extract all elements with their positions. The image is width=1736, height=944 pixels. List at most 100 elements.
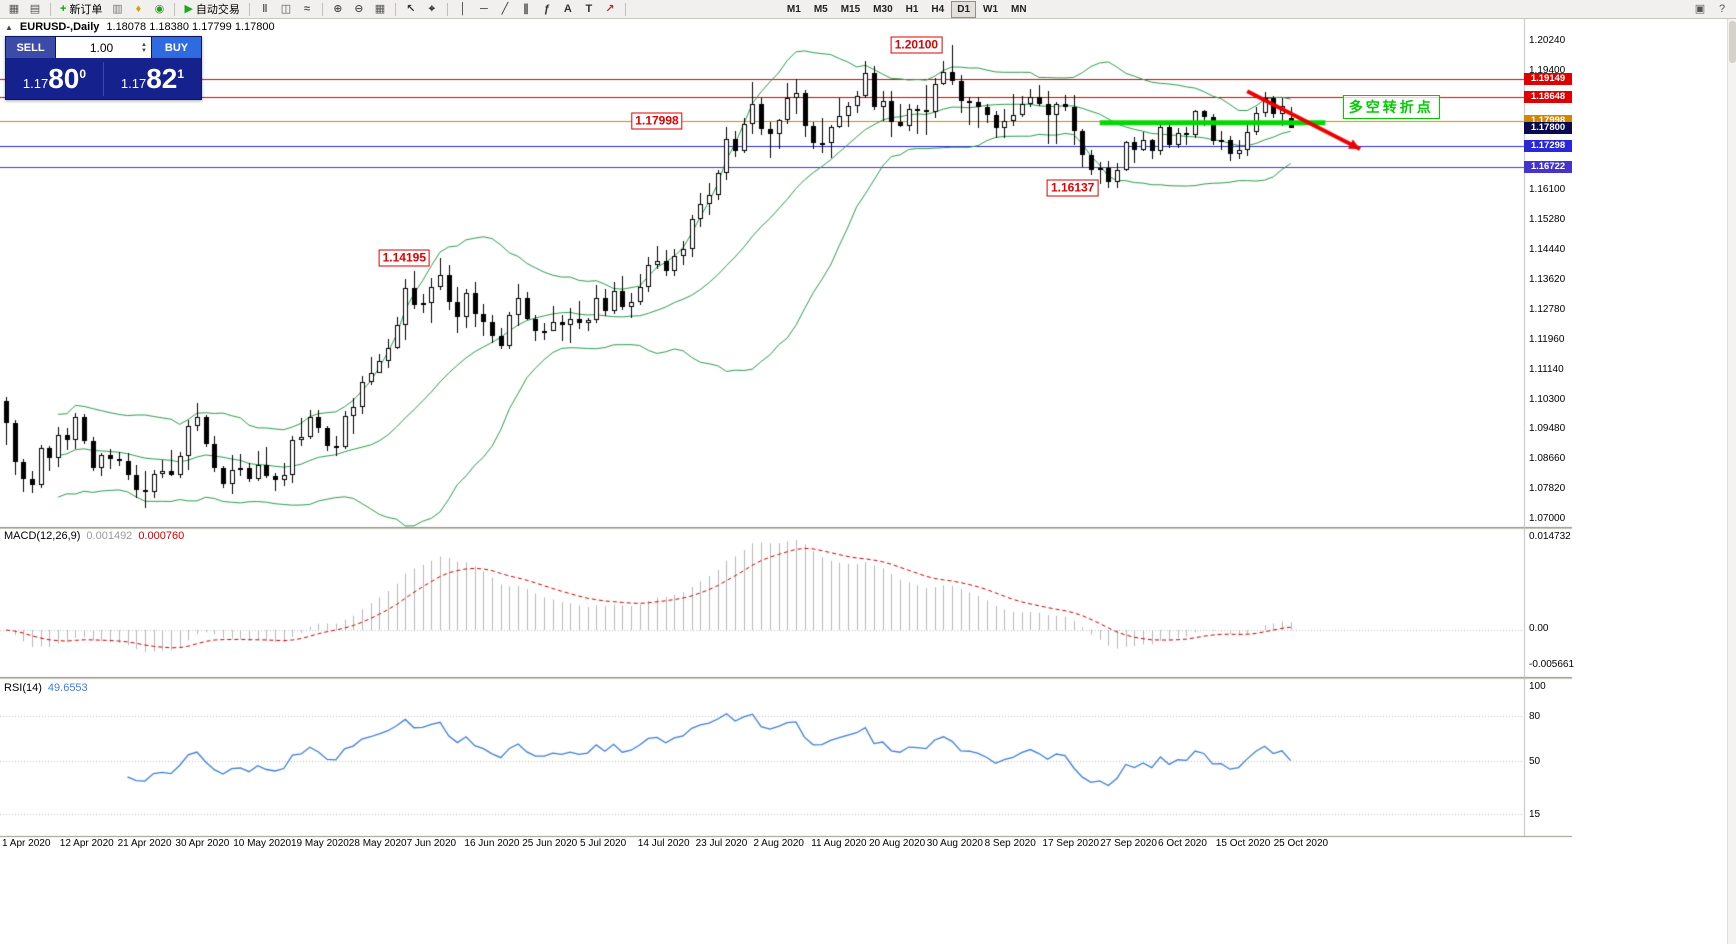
chart-annotation[interactable]: 多空转折点 [1342,95,1440,120]
price-tag: 1.17298 [1524,140,1572,152]
buy-price-pip: 1 [177,66,185,81]
price-tag: 1.17800 [1524,122,1572,134]
price-tick: 1.11140 [1529,363,1564,375]
arrange-windows-button[interactable]: ▣ [1690,1,1710,18]
text-label-button[interactable]: T [579,1,599,18]
channel-button[interactable]: ∥ [516,1,536,18]
trendline-button[interactable]: ╱ [495,1,515,18]
date-label: 28 May 2020 [348,838,407,849]
timeframe-mn[interactable]: MN [1011,3,1027,15]
line-chart-icon: ≈ [303,2,310,15]
volume-up-button[interactable]: ▲ [141,41,147,48]
fibonacci-button[interactable]: ƒ [537,1,557,18]
macd-signal-value: 0.000760 [138,530,185,542]
main-chart-panel[interactable] [0,19,1524,527]
tile-windows-button[interactable]: ▦ [370,1,390,18]
volume-input[interactable]: 1.00 ▲ ▼ [56,37,151,58]
timeframe-m5[interactable]: M5 [813,3,828,15]
price-tick: 1.20240 [1529,35,1566,46]
sell-button[interactable]: SELL [6,37,56,58]
autotrading-button-label: 自动交易 [195,4,240,16]
vertical-scrollbar[interactable] [1727,19,1736,944]
date-label: 15 Oct 2020 [1215,838,1271,849]
new-chart-button[interactable]: ▦ [4,1,24,18]
date-label: 5 Jul 2020 [580,838,627,849]
timeframe-h1[interactable]: H1 [905,3,919,15]
horizontal-line-button[interactable]: ─ [474,1,494,18]
cursor-button[interactable]: ↖ [401,1,421,18]
news-button[interactable]: ◉ [149,1,169,18]
timeframe-w1[interactable]: W1 [983,3,999,15]
one-click-trading-panel: SELL 1.00 ▲ ▼ BUY 1.17 80 0 1.17 82 1 [5,36,202,100]
symbol-period-label: EURUSD-,Daily [19,21,100,33]
timeframe-m1[interactable]: M1 [786,3,801,15]
volume-down-button[interactable]: ▼ [141,47,147,54]
macd-scale-max: 0.014732 [1529,531,1571,542]
text-button[interactable]: A [558,1,578,18]
scrollbar-thumb[interactable] [1729,21,1736,63]
fibonacci-icon: ƒ [543,2,550,15]
tile-windows-icon: ▦ [374,2,386,15]
date-label: 10 May 2020 [233,838,292,849]
candlestick-chart-button[interactable]: ◫ [276,1,296,18]
new-order-button-label: 新订单 [69,4,103,16]
charts-grid-button[interactable]: ▥ [107,1,127,18]
chart-header: ▲ EURUSD-,Daily 1.18078 1.18380 1.17799 … [5,21,275,33]
one-click-panel-toggle[interactable]: ▲ [5,22,13,32]
text-icon: A [563,2,572,15]
price-tick: 1.13620 [1529,273,1566,285]
date-label: 30 Aug 2020 [926,838,983,849]
vertical-line-button[interactable]: │ [453,1,473,18]
zoom-in-button[interactable]: ⊕ [328,1,348,18]
bar-chart-button[interactable]: ‖ [255,1,275,18]
chart-annotation[interactable]: 1.17998 [631,112,683,130]
autotrading-button[interactable]: ▶ 自动交易 [180,1,243,18]
rsi-scale-label: 80 [1529,711,1541,722]
date-label: 8 Sep 2020 [984,838,1036,849]
arrows-button[interactable]: ↗ [600,1,620,18]
charts-grid-icon: ▥ [112,2,123,15]
date-label: 11 Aug 2020 [811,838,867,849]
date-label: 6 Oct 2020 [1158,838,1207,849]
macd-main-value: 0.001492 [86,530,133,542]
toolbar-separator [446,2,448,16]
channel-icon: ∥ [523,2,529,15]
sell-price-big: 80 [48,62,80,94]
news-icon: ◉ [154,2,165,15]
vertical-line-icon: │ [459,2,467,15]
zoom-out-button[interactable]: ⊖ [349,1,369,18]
chart-annotation[interactable]: 1.14195 [378,249,430,267]
new-order-icon: + [60,2,67,15]
crosshair-button[interactable]: ⌖ [422,1,442,18]
alert-button[interactable]: ♦ [128,1,148,18]
chart-annotation[interactable]: 1.16137 [1046,179,1099,197]
timeframe-d1[interactable]: D1 [951,0,977,18]
date-label: 21 Apr 2020 [117,838,172,849]
rsi-value: 49.6553 [47,682,88,694]
rsi-scale-label: 100 [1529,681,1546,692]
help-button[interactable]: ? [1712,1,1732,18]
buy-price[interactable]: 1.17 82 1 [104,62,201,96]
date-label: 7 Jun 2020 [406,838,457,849]
rsi-scale-label: 15 [1529,808,1541,820]
sell-price[interactable]: 1.17 80 0 [6,62,103,96]
price-tag: 1.19149 [1524,73,1572,85]
chart-profiles-button[interactable]: ▤ [25,1,45,18]
new-order-button[interactable]: + 新订单 [56,1,106,18]
line-chart-button[interactable]: ≈ [297,1,317,18]
price-tick: 1.10300 [1529,393,1566,405]
buy-button[interactable]: BUY [151,37,201,58]
toolbar-separator [248,2,250,16]
timeframe-m30[interactable]: M30 [873,3,893,15]
rsi-panel[interactable] [0,681,1524,836]
timeframe-h4[interactable]: H4 [931,3,945,15]
chart-annotation[interactable]: 1.20100 [890,36,943,54]
date-label: 1 Apr 2020 [2,838,51,849]
date-label: 16 Jun 2020 [464,838,520,849]
macd-scale-min: -0.005661 [1529,659,1575,670]
arrange-windows-icon: ▣ [1694,2,1706,15]
macd-panel[interactable] [0,529,1524,677]
help-icon: ? [1718,2,1726,15]
timeframe-m15[interactable]: M15 [840,3,861,15]
